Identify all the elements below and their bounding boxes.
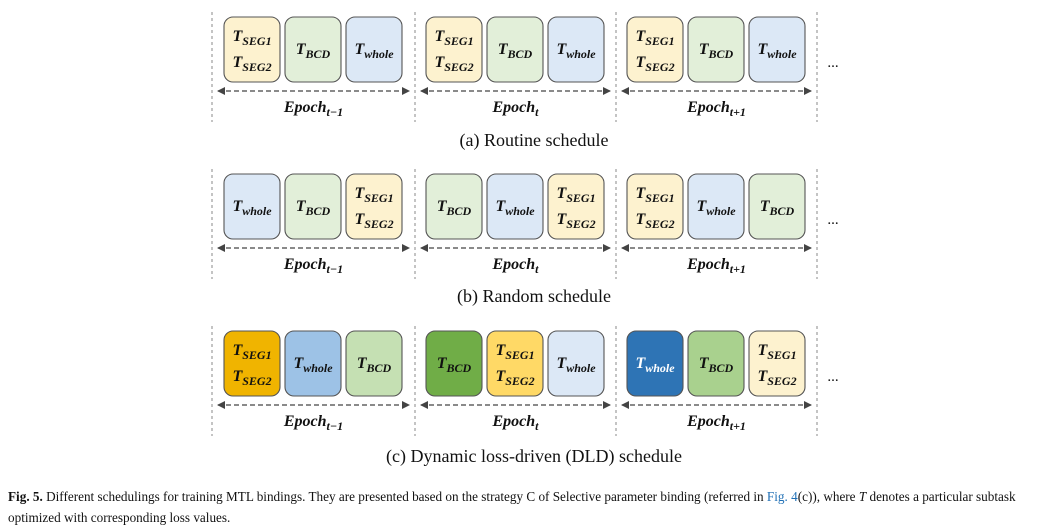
task-box-whole xyxy=(547,16,605,83)
task-label-whole: Twhole xyxy=(556,355,596,375)
epoch-group: TSEG1 TSEG2 Twhole TBCD Epocht+1 xyxy=(621,173,812,276)
epoch-group: TSEG1 TSEG2 Twhole TBCD Epocht−1 xyxy=(217,330,410,433)
task-label-seg2: TSEG2 xyxy=(635,54,674,74)
task-label-bcd: TBCD xyxy=(699,41,734,61)
task-label-bcd: TBCD xyxy=(357,355,392,375)
task-box-whole xyxy=(748,16,806,83)
task-label-whole: Twhole xyxy=(696,198,736,218)
task-box-whole xyxy=(486,173,544,240)
task-box-bcd xyxy=(345,330,403,397)
task-box-seg xyxy=(223,330,281,397)
epoch-group: TSEG1 TSEG2 TBCD Twhole Epocht+1 xyxy=(621,16,812,119)
task-label-seg2: TSEG2 xyxy=(232,54,271,74)
task-box-whole xyxy=(547,330,605,397)
task-box-seg xyxy=(748,330,806,397)
task-box-bcd xyxy=(425,173,483,240)
task-label-bcd: TBCD xyxy=(760,198,795,218)
task-label-bcd: TBCD xyxy=(296,41,331,61)
task-label-bcd: TBCD xyxy=(296,198,331,218)
panel-caption: (b) Random schedule xyxy=(457,286,611,307)
task-label-whole: Twhole xyxy=(354,41,394,61)
task-label-seg2: TSEG2 xyxy=(232,368,271,388)
caption-t-symbol: T xyxy=(858,489,867,504)
task-label-seg1: TSEG1 xyxy=(635,28,674,48)
epoch-label: Epocht−1 xyxy=(283,256,343,276)
epoch-label: Epocht+1 xyxy=(686,99,746,119)
task-label-seg2: TSEG2 xyxy=(757,368,796,388)
epoch-group: Twhole TBCD TSEG1 TSEG2 Epocht+1 xyxy=(621,330,812,433)
task-box-whole xyxy=(345,16,403,83)
task-label-whole: Twhole xyxy=(232,198,272,218)
schedule-panel-1: TSEG1 TSEG2 TBCD Twhole Epocht−1 TSEG1 TSEG2 TB… xyxy=(211,12,839,151)
ellipsis: ... xyxy=(827,212,838,228)
task-box-bcd xyxy=(284,16,342,83)
task-box-bcd xyxy=(687,330,745,397)
task-box-seg xyxy=(425,16,483,83)
ellipsis: ... xyxy=(827,369,838,385)
caption-text-3: denotes a particular subtask optimized w… xyxy=(8,489,1016,525)
epoch-group: Twhole TBCD TSEG1 TSEG2 Epocht−1 xyxy=(217,173,410,276)
task-label-seg2: TSEG2 xyxy=(434,54,473,74)
epoch-label: Epocht xyxy=(491,256,539,276)
task-box-bcd xyxy=(425,330,483,397)
task-box-seg xyxy=(626,16,684,83)
task-label-whole: Twhole xyxy=(556,41,596,61)
task-label-seg1: TSEG1 xyxy=(757,342,796,362)
epoch-label: Epocht−1 xyxy=(283,99,343,119)
task-label-bcd: TBCD xyxy=(437,198,472,218)
task-box-seg xyxy=(626,173,684,240)
epoch-group: TSEG1 TSEG2 TBCD Twhole Epocht xyxy=(420,16,611,119)
task-label-seg1: TSEG1 xyxy=(495,342,534,362)
epoch-label: Epocht xyxy=(491,99,539,119)
task-label-seg1: TSEG1 xyxy=(635,185,674,205)
epoch-group: TBCD TSEG1 TSEG2 Twhole Epocht xyxy=(420,330,611,433)
task-label-seg2: TSEG2 xyxy=(354,211,393,231)
task-label-seg1: TSEG1 xyxy=(556,185,595,205)
task-label-whole: Twhole xyxy=(495,198,535,218)
epoch-label: Epocht+1 xyxy=(686,256,746,276)
task-box-bcd xyxy=(486,16,544,83)
task-box-seg xyxy=(547,173,605,240)
task-label-whole: Twhole xyxy=(757,41,797,61)
task-box-whole xyxy=(687,173,745,240)
task-box-whole xyxy=(284,330,342,397)
caption-text-2: (c)), where xyxy=(797,489,856,504)
caption-text-1: Different schedulings for training MTL b… xyxy=(46,489,764,504)
task-label-bcd: TBCD xyxy=(498,41,533,61)
task-box-whole xyxy=(626,330,684,397)
task-box-seg xyxy=(223,16,281,83)
task-box-seg xyxy=(345,173,403,240)
epoch-label: Epocht+1 xyxy=(686,413,746,433)
task-box-whole xyxy=(223,173,281,240)
task-label-seg2: TSEG2 xyxy=(495,368,534,388)
panel-caption: (c) Dynamic loss-driven (DLD) schedule xyxy=(386,446,682,467)
epoch-label: Epocht−1 xyxy=(283,413,343,433)
task-label-seg2: TSEG2 xyxy=(556,211,595,231)
task-label-seg1: TSEG1 xyxy=(232,342,271,362)
task-box-bcd xyxy=(748,173,806,240)
figure-caption: Fig. 5. Different schedulings for traini… xyxy=(8,486,1043,528)
task-box-bcd xyxy=(687,16,745,83)
caption-figure-link[interactable]: Fig. 4 xyxy=(766,489,798,504)
task-label-seg1: TSEG1 xyxy=(232,28,271,48)
task-label-whole: Twhole xyxy=(635,355,675,375)
task-label-whole: Twhole xyxy=(293,355,333,375)
epoch-group: TBCD Twhole TSEG1 TSEG2 Epocht xyxy=(420,173,611,276)
task-label-seg2: TSEG2 xyxy=(635,211,674,231)
task-box-bcd xyxy=(284,173,342,240)
caption-label: Fig. 5. xyxy=(8,489,43,504)
task-label-seg1: TSEG1 xyxy=(354,185,393,205)
panel-caption: (a) Routine schedule xyxy=(460,130,609,151)
ellipsis: ... xyxy=(827,55,838,71)
task-label-bcd: TBCD xyxy=(699,355,734,375)
task-box-seg xyxy=(486,330,544,397)
task-label-seg1: TSEG1 xyxy=(434,28,473,48)
task-label-bcd: TBCD xyxy=(437,355,472,375)
epoch-group: TSEG1 TSEG2 TBCD Twhole Epocht−1 xyxy=(217,16,410,119)
epoch-label: Epocht xyxy=(491,413,539,433)
